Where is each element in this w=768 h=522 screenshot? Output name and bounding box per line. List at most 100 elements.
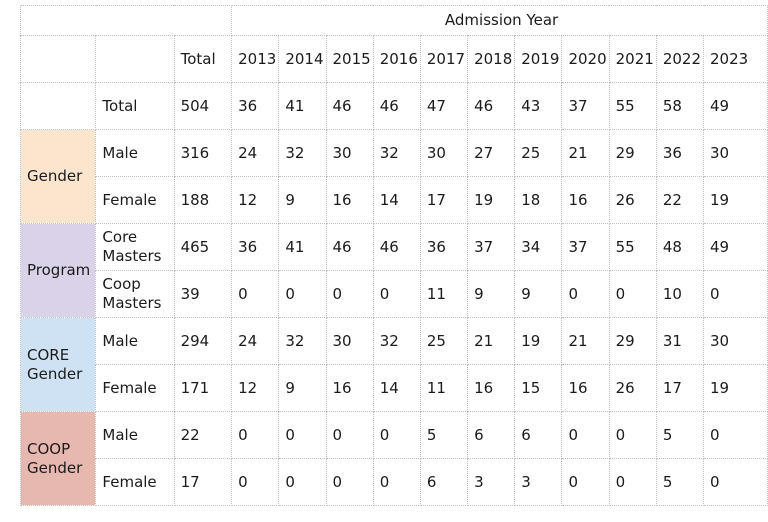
group-column-blank bbox=[19, 35, 97, 83]
data-cell: 17 bbox=[655, 364, 705, 412]
year-column-header: 2023 bbox=[703, 35, 768, 83]
data-cell: 0 bbox=[608, 458, 657, 506]
data-cell: 0 bbox=[703, 458, 768, 506]
data-cell: 25 bbox=[514, 129, 563, 177]
pivot-table: Admission Year Total 2013 2014 2015 2016 2017 2… bbox=[19, 5, 768, 506]
data-cell: 21 bbox=[561, 317, 610, 365]
data-cell: 3 bbox=[514, 458, 563, 506]
table-row: Female 17 0 0 0 0 6 3 3 0 0 5 0 bbox=[21, 458, 768, 506]
row-label-header bbox=[95, 35, 175, 83]
data-cell: 17 bbox=[173, 458, 233, 506]
data-cell: 47 bbox=[419, 82, 469, 130]
data-cell: 0 bbox=[372, 411, 421, 459]
data-cell: 49 bbox=[703, 82, 768, 130]
table-row: COOP Gender Male 22 0 0 0 0 5 6 6 0 0 5 0 bbox=[19, 411, 768, 506]
data-cell: 30 bbox=[703, 129, 768, 177]
admission-year-row: Admission Year bbox=[19, 5, 768, 36]
data-cell: 0 bbox=[325, 270, 374, 318]
table-row: Female 188 12 9 16 14 17 19 18 16 26 22 19 bbox=[21, 176, 768, 224]
data-cell: 27 bbox=[467, 129, 516, 177]
data-cell: 0 bbox=[231, 458, 280, 506]
data-cell: 25 bbox=[419, 317, 469, 365]
data-cell: 46 bbox=[372, 82, 421, 130]
year-column-header: 2015 bbox=[325, 35, 374, 83]
table-row: Gender Male 316 24 32 30 32 30 27 25 21 29 36 30 bbox=[19, 129, 768, 224]
data-cell: 19 bbox=[467, 176, 516, 224]
data-cell: 34 bbox=[514, 223, 563, 271]
data-cell: 22 bbox=[173, 411, 233, 459]
data-cell: 16 bbox=[325, 364, 374, 412]
row-label-cell: Male bbox=[95, 129, 175, 177]
table-row: Female 171 12 9 16 14 11 16 15 16 26 17 19 bbox=[21, 364, 768, 412]
data-cell: 9 bbox=[467, 270, 516, 318]
group-label-cell: COOP Gender bbox=[19, 411, 97, 506]
group-label-cell: Gender bbox=[19, 129, 97, 224]
data-cell: 0 bbox=[608, 270, 657, 318]
data-cell: 55 bbox=[608, 223, 657, 271]
data-cell: 19 bbox=[703, 176, 768, 224]
table-row: Total 504 36 41 46 46 47 46 43 37 55 58 49 bbox=[19, 82, 768, 130]
table-row: CORE Gender Male 294 24 32 30 32 25 21 19 21 29 31 30 bbox=[19, 317, 768, 412]
data-cell: 16 bbox=[561, 176, 610, 224]
data-cell: 18 bbox=[514, 176, 563, 224]
data-cell: 0 bbox=[278, 270, 327, 318]
data-cell: 29 bbox=[608, 129, 657, 177]
data-cell: 9 bbox=[514, 270, 563, 318]
data-cell: 14 bbox=[372, 364, 421, 412]
data-cell: 0 bbox=[703, 411, 768, 459]
year-column-header: 2017 bbox=[419, 35, 469, 83]
data-cell: 171 bbox=[173, 364, 233, 412]
data-cell: 0 bbox=[278, 411, 327, 459]
data-cell: 17 bbox=[419, 176, 469, 224]
data-cell: 0 bbox=[608, 411, 657, 459]
table-row: Coop Masters 39 0 0 0 0 11 9 9 0 0 10 0 bbox=[21, 270, 768, 318]
admission-year-header: Admission Year bbox=[231, 5, 768, 36]
data-cell: 36 bbox=[231, 82, 280, 130]
data-cell: 0 bbox=[231, 411, 280, 459]
data-cell: 9 bbox=[278, 364, 327, 412]
data-cell: 46 bbox=[325, 82, 374, 130]
data-cell: 22 bbox=[655, 176, 705, 224]
year-column-header: 2020 bbox=[561, 35, 610, 83]
data-cell: 19 bbox=[703, 364, 768, 412]
group-label-cell: CORE Gender bbox=[19, 317, 97, 412]
table-row: Program Core Masters 465 36 41 46 46 36 37 34 37 55… bbox=[19, 223, 768, 318]
year-column-header: 2013 bbox=[231, 35, 280, 83]
row-label-cell: Female bbox=[95, 364, 175, 412]
row-label-cell: Core Masters bbox=[95, 223, 175, 271]
data-cell: 21 bbox=[467, 317, 516, 365]
data-cell: 465 bbox=[173, 223, 233, 271]
data-cell: 55 bbox=[608, 82, 657, 130]
data-cell: 3 bbox=[467, 458, 516, 506]
year-column-header: 2014 bbox=[278, 35, 327, 83]
data-cell: 16 bbox=[325, 176, 374, 224]
year-column-header: 2019 bbox=[514, 35, 563, 83]
data-cell: 21 bbox=[561, 129, 610, 177]
data-cell: 43 bbox=[514, 82, 563, 130]
data-cell: 26 bbox=[608, 364, 657, 412]
data-cell: 0 bbox=[561, 458, 610, 506]
data-cell: 504 bbox=[173, 82, 233, 130]
data-cell: 30 bbox=[419, 129, 469, 177]
data-cell: 188 bbox=[173, 176, 233, 224]
data-cell: 0 bbox=[325, 458, 374, 506]
data-cell: 29 bbox=[608, 317, 657, 365]
data-cell: 58 bbox=[655, 82, 705, 130]
data-cell: 316 bbox=[173, 129, 233, 177]
data-cell: 0 bbox=[372, 458, 421, 506]
data-cell: 0 bbox=[372, 270, 421, 318]
data-cell: 36 bbox=[655, 129, 705, 177]
data-cell: 32 bbox=[278, 317, 327, 365]
data-cell: 19 bbox=[514, 317, 563, 365]
row-label-cell: Female bbox=[95, 458, 175, 506]
data-cell: 37 bbox=[467, 223, 516, 271]
table-body: Admission Year Total 2013 2014 2015 2016 2017 2… bbox=[19, 5, 768, 506]
data-cell: 5 bbox=[655, 458, 705, 506]
group-label-cell: Program bbox=[19, 223, 97, 318]
data-cell: 16 bbox=[561, 364, 610, 412]
data-cell: 14 bbox=[372, 176, 421, 224]
data-cell: 41 bbox=[278, 82, 327, 130]
data-cell: 5 bbox=[419, 411, 469, 459]
corner-blank bbox=[19, 5, 233, 36]
